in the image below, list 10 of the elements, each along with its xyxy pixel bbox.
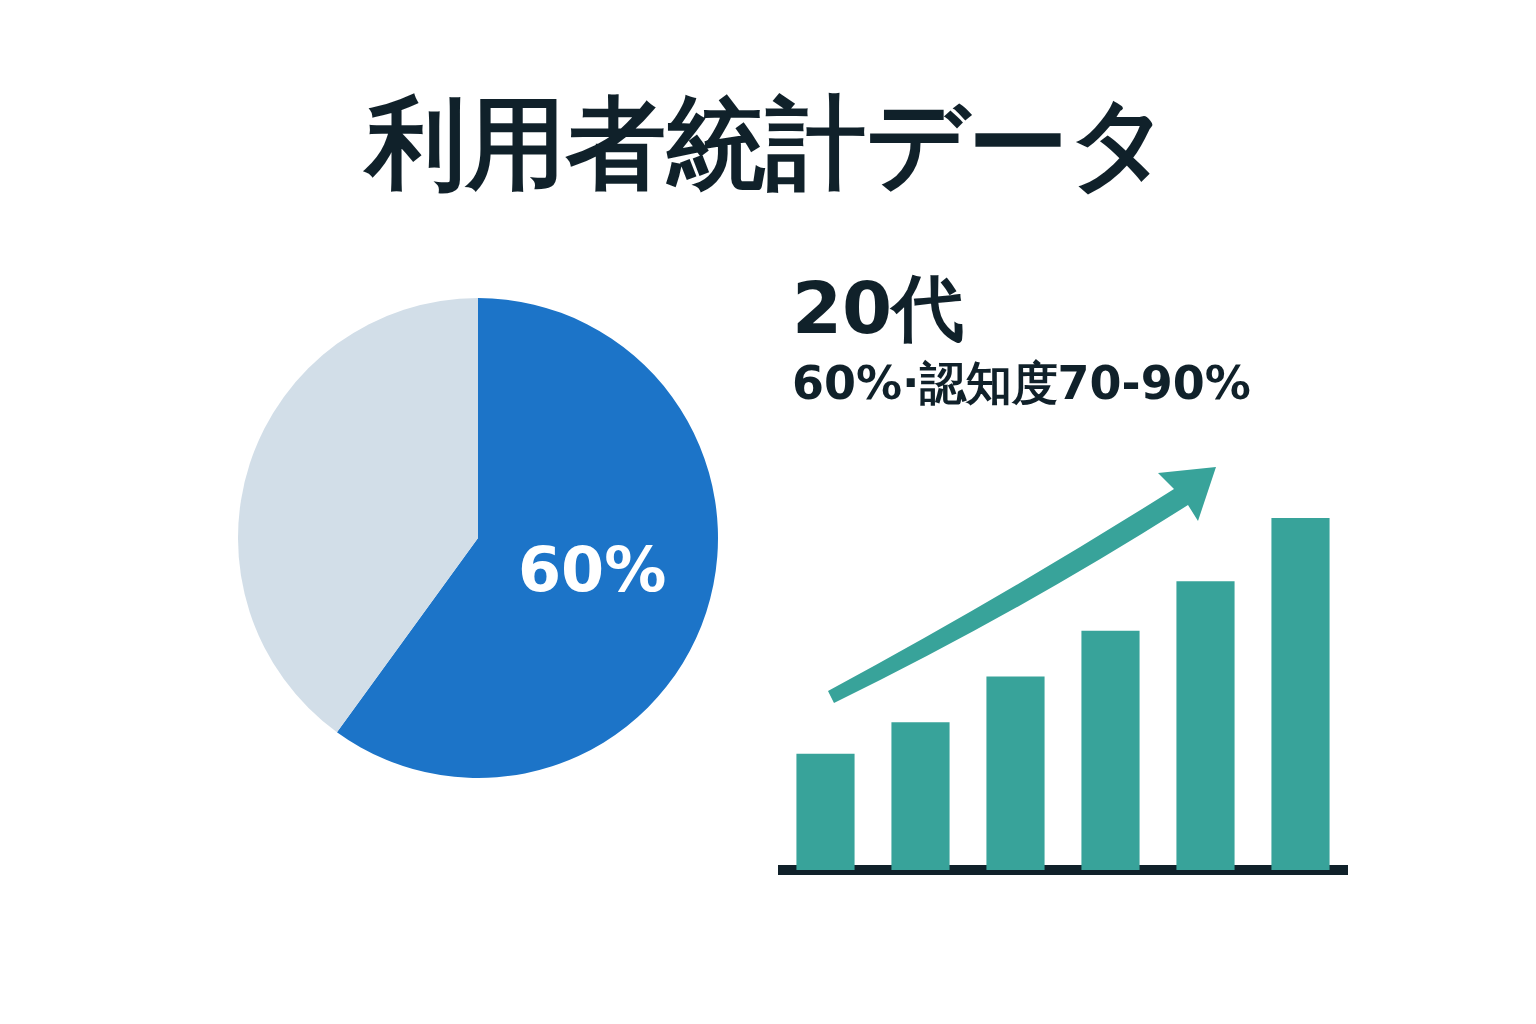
bar: [796, 753, 855, 870]
bar: [891, 722, 950, 870]
chart-title: 利用者統計データ: [362, 84, 1171, 204]
bar: [1271, 518, 1330, 870]
data-label: 60%: [517, 533, 667, 607]
bar: [986, 676, 1045, 870]
bar: [1081, 630, 1140, 870]
bar: [1176, 581, 1235, 870]
chart-title: 20代: [792, 265, 966, 352]
chart-subtitle: 60%·認知度70-90%: [792, 355, 1252, 412]
